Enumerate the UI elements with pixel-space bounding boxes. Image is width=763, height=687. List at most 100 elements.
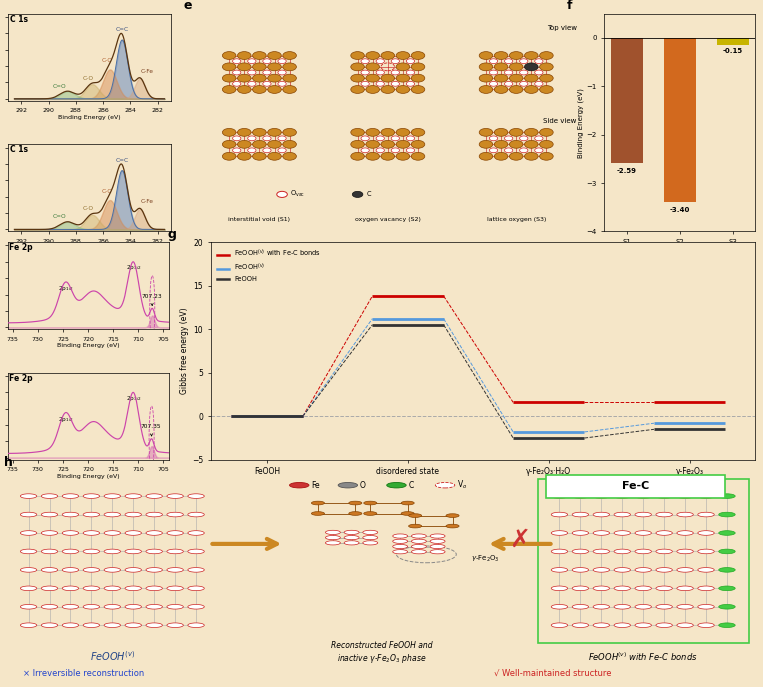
Circle shape — [698, 586, 714, 591]
Circle shape — [614, 530, 630, 535]
Circle shape — [188, 494, 204, 498]
Circle shape — [572, 605, 588, 609]
Circle shape — [237, 153, 251, 160]
Circle shape — [656, 586, 672, 591]
Circle shape — [376, 59, 385, 64]
Circle shape — [551, 567, 568, 572]
Circle shape — [677, 513, 694, 517]
Circle shape — [167, 530, 183, 535]
Circle shape — [391, 59, 400, 64]
Circle shape — [222, 128, 236, 136]
Circle shape — [233, 148, 241, 153]
Circle shape — [366, 153, 379, 160]
Circle shape — [677, 623, 694, 627]
Circle shape — [248, 70, 256, 75]
Circle shape — [393, 539, 407, 543]
Circle shape — [376, 136, 385, 141]
Circle shape — [361, 82, 369, 86]
Circle shape — [167, 494, 183, 498]
Circle shape — [535, 136, 543, 141]
Circle shape — [41, 513, 58, 517]
Circle shape — [698, 567, 714, 572]
Circle shape — [572, 513, 588, 517]
Circle shape — [479, 52, 493, 60]
Circle shape — [222, 52, 236, 60]
Circle shape — [63, 623, 79, 627]
Circle shape — [104, 623, 121, 627]
Circle shape — [411, 534, 427, 538]
Circle shape — [125, 549, 141, 554]
Circle shape — [283, 153, 296, 160]
Circle shape — [430, 544, 445, 549]
Circle shape — [656, 549, 672, 554]
Circle shape — [698, 549, 714, 554]
Circle shape — [233, 59, 241, 64]
Circle shape — [283, 63, 296, 71]
Circle shape — [391, 148, 400, 153]
Circle shape — [614, 513, 630, 517]
Text: Fe: Fe — [311, 481, 320, 490]
Bar — [664, 38, 696, 203]
Circle shape — [351, 140, 365, 148]
Circle shape — [262, 82, 271, 86]
Circle shape — [656, 530, 672, 535]
Circle shape — [233, 70, 241, 75]
Circle shape — [407, 59, 414, 64]
Circle shape — [593, 623, 610, 627]
Circle shape — [510, 153, 523, 160]
Y-axis label: Binding Energy (eV): Binding Energy (eV) — [577, 88, 584, 157]
Circle shape — [593, 494, 610, 498]
Circle shape — [167, 605, 183, 609]
Text: 2p$_{3/2}$: 2p$_{3/2}$ — [126, 264, 141, 272]
Circle shape — [614, 549, 630, 554]
Circle shape — [572, 530, 588, 535]
Circle shape — [411, 86, 425, 93]
Circle shape — [125, 567, 141, 572]
Bar — [538, 479, 749, 643]
Circle shape — [719, 530, 736, 535]
Circle shape — [396, 63, 410, 71]
Circle shape — [41, 530, 58, 535]
Text: e: e — [184, 0, 192, 12]
Circle shape — [83, 567, 100, 572]
Circle shape — [656, 623, 672, 627]
Circle shape — [268, 140, 282, 148]
Circle shape — [510, 74, 523, 82]
Circle shape — [104, 530, 121, 535]
Circle shape — [253, 128, 266, 136]
Circle shape — [83, 513, 100, 517]
Circle shape — [396, 52, 410, 60]
Circle shape — [41, 494, 58, 498]
Circle shape — [504, 148, 513, 153]
Circle shape — [635, 567, 652, 572]
Text: 2p$_{1/2}$: 2p$_{1/2}$ — [58, 285, 73, 293]
Circle shape — [188, 513, 204, 517]
Circle shape — [698, 513, 714, 517]
Circle shape — [494, 74, 508, 82]
Circle shape — [83, 530, 100, 535]
Circle shape — [391, 136, 400, 141]
Circle shape — [222, 140, 236, 148]
Circle shape — [253, 63, 266, 71]
Circle shape — [366, 52, 379, 60]
Circle shape — [344, 535, 359, 540]
Circle shape — [237, 86, 251, 93]
Text: C=O: C=O — [53, 214, 66, 219]
Circle shape — [146, 623, 163, 627]
Circle shape — [21, 549, 37, 554]
Text: 2p$_{3/2}$: 2p$_{3/2}$ — [126, 394, 141, 403]
Text: h: h — [4, 456, 13, 469]
Circle shape — [283, 140, 296, 148]
Circle shape — [572, 623, 588, 627]
Circle shape — [396, 140, 410, 148]
Circle shape — [268, 86, 282, 93]
Circle shape — [494, 153, 508, 160]
Circle shape — [237, 52, 251, 60]
Circle shape — [188, 605, 204, 609]
Circle shape — [364, 512, 377, 515]
Text: 2p$_{1/2}$: 2p$_{1/2}$ — [58, 416, 73, 424]
Circle shape — [677, 549, 694, 554]
Circle shape — [430, 550, 445, 554]
Text: C-O: C-O — [82, 76, 94, 81]
Circle shape — [635, 605, 652, 609]
